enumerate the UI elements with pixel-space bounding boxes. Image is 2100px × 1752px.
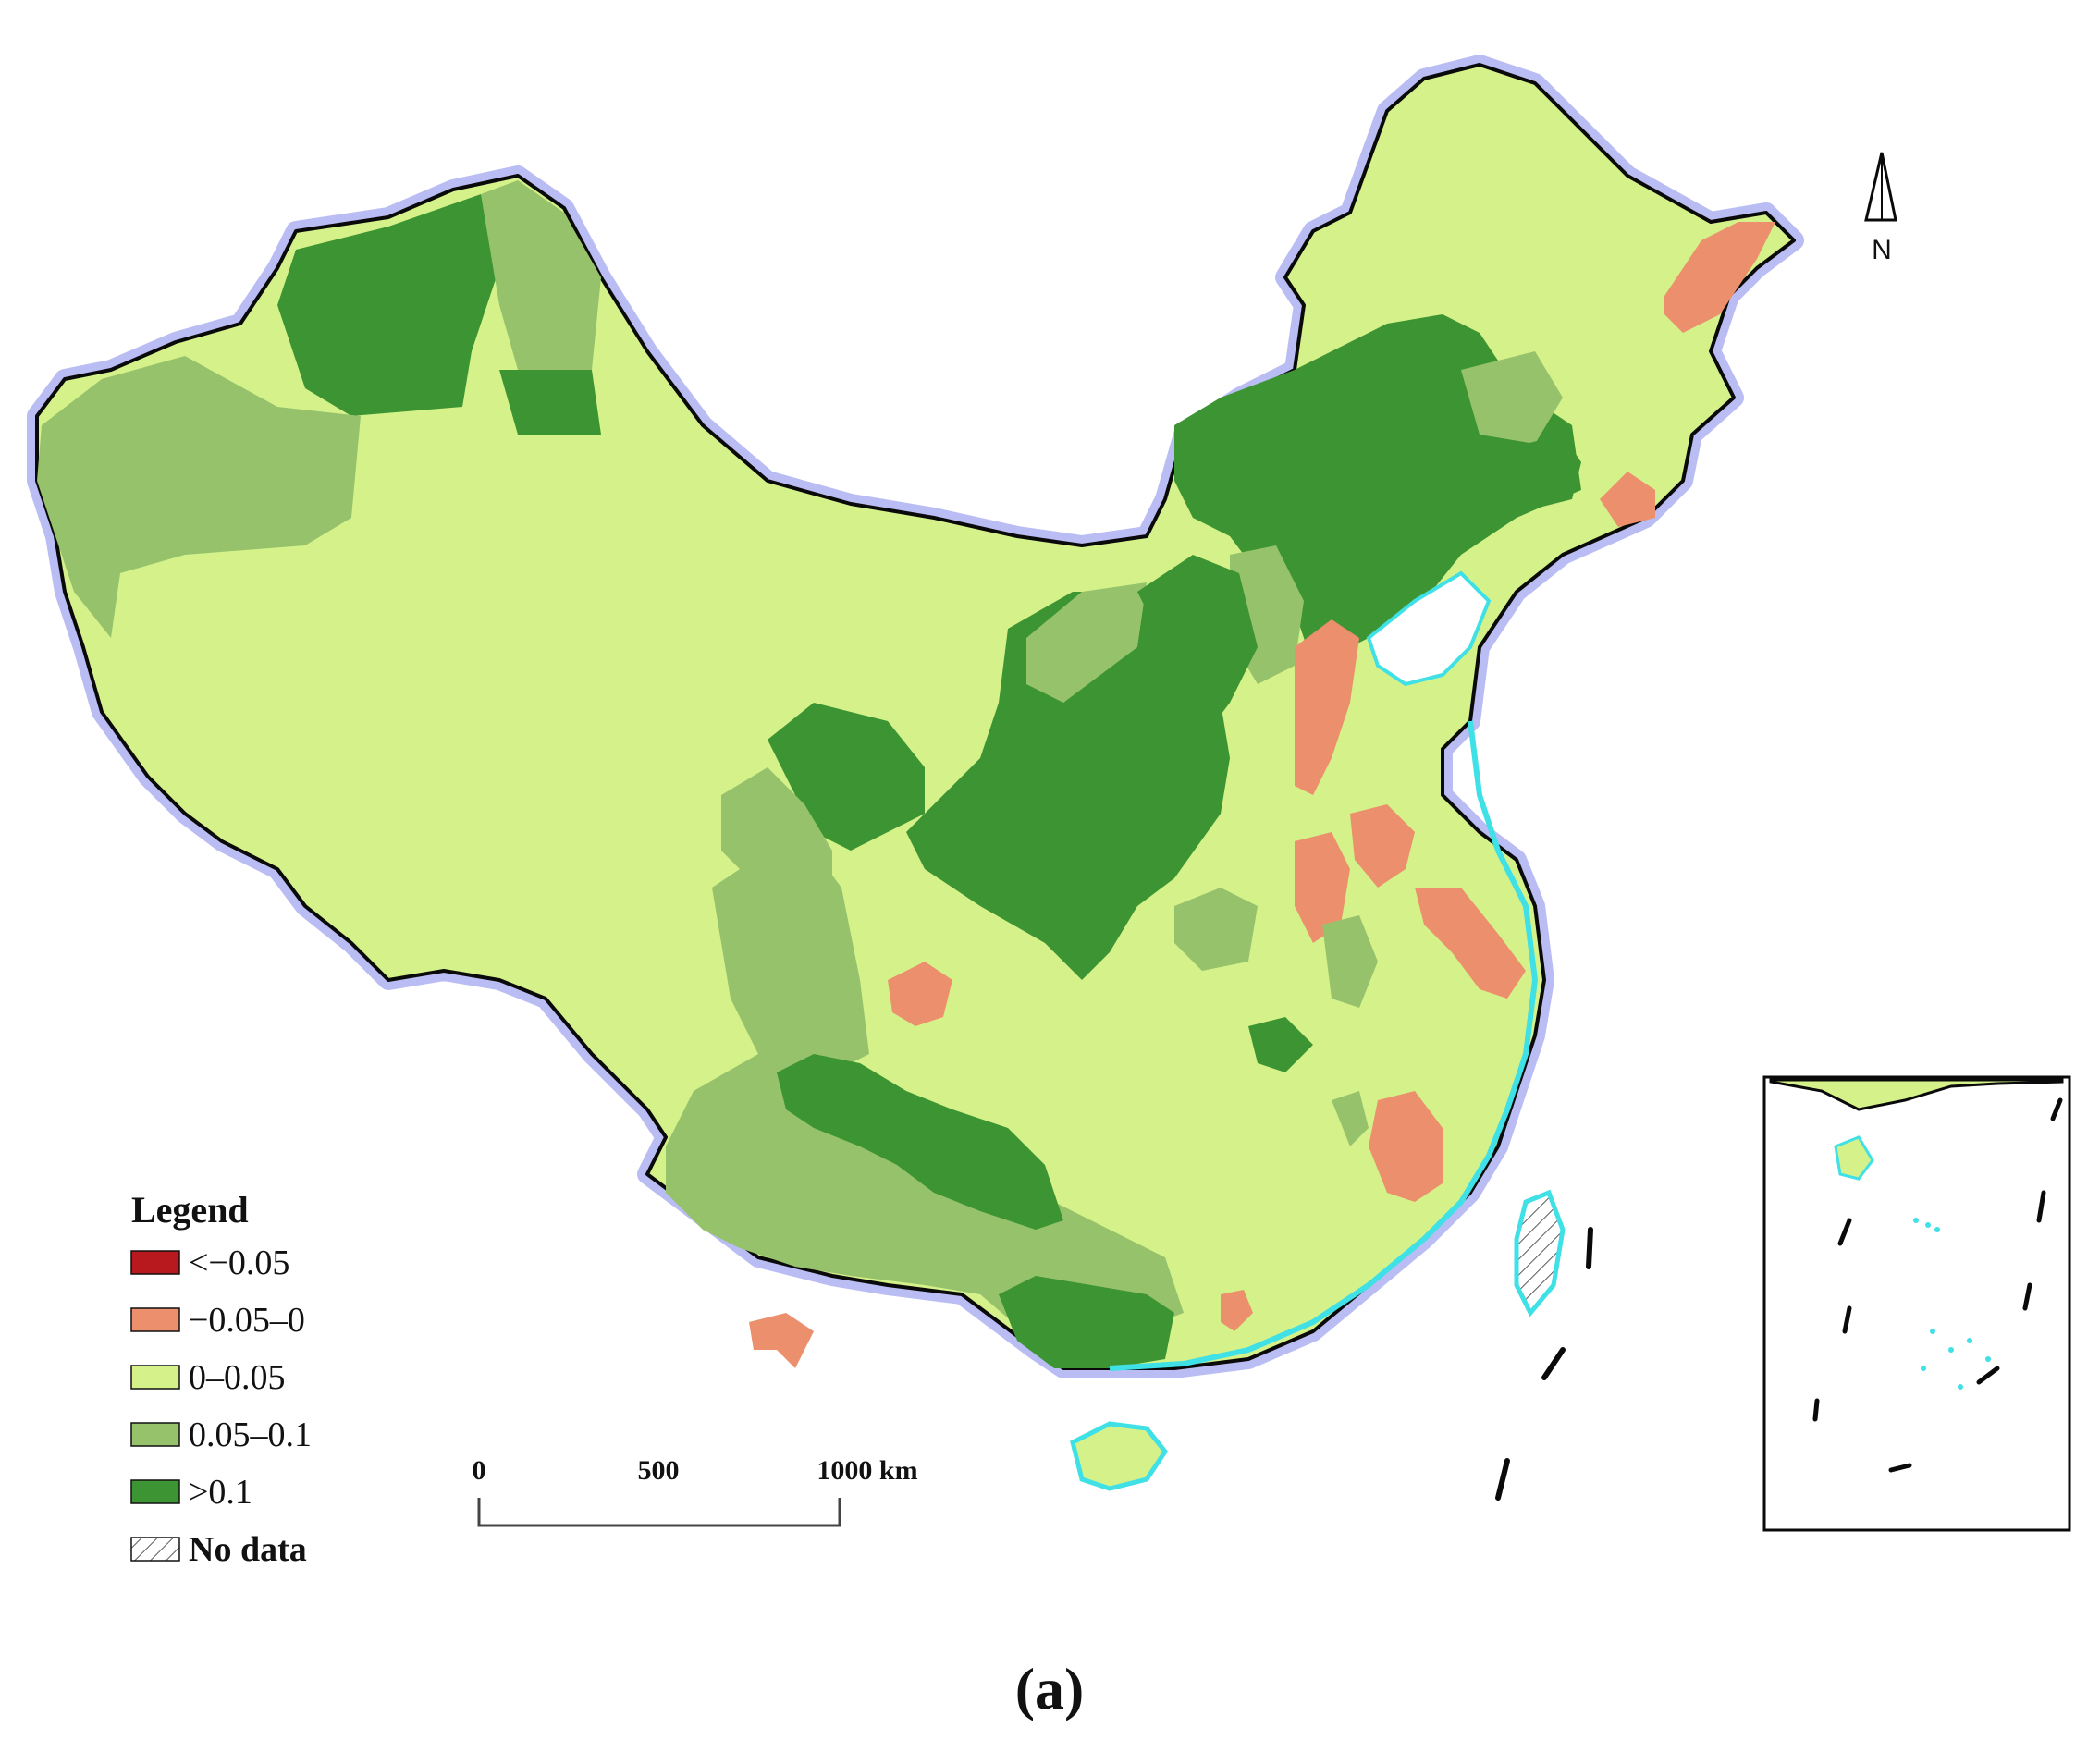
region-shanxi-dark	[1137, 555, 1258, 740]
scale-tick-1000: 1000 km	[817, 1455, 917, 1486]
region-heilongjiang-medium	[1461, 351, 1563, 444]
region-guangdong-orange	[1221, 1290, 1253, 1331]
legend-label-6: No data	[189, 1530, 307, 1569]
region-altay-dark	[277, 194, 499, 416]
region-anhui-medium	[1322, 915, 1378, 1008]
region-henan-orange	[1295, 832, 1350, 943]
south-china-sea-inset	[1762, 1075, 2071, 1532]
region-chengdu-orange	[888, 962, 952, 1026]
legend-swatch-3	[130, 1365, 180, 1390]
legend-title: Legend	[131, 1189, 249, 1231]
legend-label-2: −0.05–0	[189, 1301, 305, 1340]
scale-tick-500: 500	[638, 1455, 680, 1486]
legend-label-5: >0.1	[189, 1473, 252, 1512]
taiwan-no-data	[1514, 1189, 1566, 1317]
panel-label: (a)	[1015, 1656, 1085, 1721]
region-hubei-medium	[1174, 888, 1258, 971]
region-sichuan-west-medium	[712, 851, 869, 1091]
region-jilin-orange	[1600, 472, 1655, 527]
region-jilin-dark	[1517, 435, 1581, 508]
legend-swatch-4	[130, 1422, 180, 1447]
region-hebei-orange	[1295, 619, 1359, 795]
legend-label-4: 0.05–0.1	[189, 1415, 312, 1454]
legend-swatch-1	[130, 1250, 180, 1275]
region-yunnan-medium	[666, 1054, 1184, 1350]
nine-dash-line-main	[1495, 1227, 1593, 1501]
bohai-sea	[1366, 570, 1492, 687]
legend-swatch-6	[130, 1537, 180, 1562]
region-ningxia-medium	[1026, 582, 1147, 703]
region-yunnan-south-orange	[749, 1313, 814, 1368]
scale-tick-0: 0	[473, 1455, 486, 1486]
hainan-island	[1070, 1421, 1169, 1491]
legend-label-1: <−0.05	[189, 1244, 289, 1282]
region-heilongjiang-east-orange	[1664, 222, 1775, 333]
north-label: N	[1872, 235, 1892, 265]
legend-label-3: 0–0.05	[189, 1358, 286, 1397]
region-yili-dark	[499, 370, 601, 435]
region-loess-dark-north	[906, 592, 1230, 980]
region-hunan-dark	[1248, 1017, 1313, 1072]
coastline	[1109, 720, 1539, 1371]
legend-swatch-2	[130, 1307, 180, 1332]
region-kashgar-medium	[37, 356, 361, 638]
region-altay-medium	[481, 180, 601, 370]
region-shandong-orange	[1350, 804, 1415, 888]
region-jiangsu-orange	[1415, 888, 1526, 999]
region-fujian-medium	[1332, 1091, 1369, 1146]
region-guangxi-dark	[999, 1276, 1174, 1368]
region-jiangxi-orange	[1369, 1091, 1443, 1202]
region-sichuan-guizhou-dark	[777, 1054, 1063, 1230]
mainland-map	[27, 55, 1804, 1501]
legend-swatch-5	[130, 1479, 180, 1504]
legend: Legend <−0.05 −0.05–0 0–0.05 0.05–0.1 >0…	[130, 1189, 312, 1569]
scale-bar: 0 500 1000 km	[473, 1455, 918, 1527]
north-arrow: N	[1864, 152, 1897, 265]
